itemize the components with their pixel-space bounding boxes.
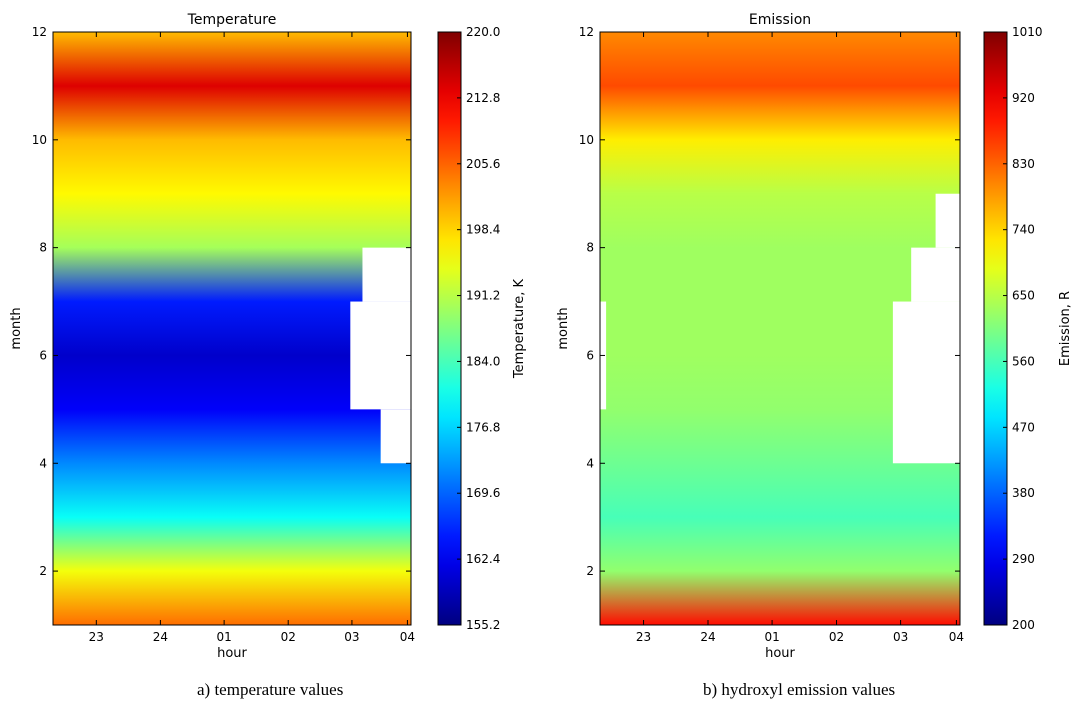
colorbar-tick-label: 212.8 [466, 91, 500, 105]
x-tick-label: 01 [764, 630, 779, 644]
chart-title: Emission [749, 12, 811, 28]
y-tick-label: 6 [39, 348, 47, 362]
y-axis-label: month [9, 307, 24, 349]
x-tick-label: 03 [344, 630, 359, 644]
caption-emission: b) hydroxyl emission values [703, 680, 896, 699]
colorbar-tick-label: 176.8 [466, 420, 500, 434]
missing-data-region [935, 193, 960, 248]
colorbar-tick-label: 200 [1012, 618, 1035, 632]
y-tick-label: 12 [579, 25, 594, 39]
y-tick-label: 2 [39, 564, 47, 578]
colorbar-tick-label: 290 [1012, 552, 1035, 566]
y-tick-label: 8 [586, 241, 594, 255]
x-tick-label: 01 [216, 630, 231, 644]
x-axis-label: hour [765, 646, 795, 661]
y-axis-label: month [556, 307, 571, 349]
colorbar-tick-label: 470 [1012, 420, 1035, 434]
y-tick-label: 4 [39, 456, 47, 470]
colorbar-label: Emission, R [1058, 291, 1073, 366]
colorbar-tick-label: 920 [1012, 91, 1035, 105]
colorbar-tick-label: 560 [1012, 354, 1035, 368]
y-tick-label: 6 [586, 348, 594, 362]
y-tick-label: 10 [579, 133, 594, 147]
y-tick-label: 12 [32, 25, 47, 39]
colorbar-tick-label: 191.2 [466, 289, 500, 303]
missing-data-region [892, 301, 960, 464]
colorbar-tick-label: 155.2 [466, 618, 500, 632]
missing-data-region [911, 247, 960, 302]
x-tick-label: 04 [400, 630, 415, 644]
plot-frame [52, 31, 412, 626]
colorbar [437, 31, 462, 626]
x-tick-label: 24 [700, 630, 715, 644]
colorbar-tick-label: 380 [1012, 486, 1035, 500]
missing-data-region [350, 301, 411, 410]
missing-data-region [380, 409, 411, 464]
caption-temperature: a) temperature values [197, 680, 344, 699]
missing-data-region [362, 247, 411, 302]
colorbar-tick-label: 220.0 [466, 25, 500, 39]
colorbar-tick-label: 169.6 [466, 486, 500, 500]
colorbar-tick-label: 740 [1012, 223, 1035, 237]
colorbar-tick-label: 650 [1012, 289, 1035, 303]
colorbar-tick-label: 184.0 [466, 354, 500, 368]
x-tick-label: 23 [636, 630, 651, 644]
colorbar [983, 31, 1008, 626]
x-tick-label: 04 [949, 630, 964, 644]
colorbar-tick-label: 162.4 [466, 552, 500, 566]
plot-frame [599, 31, 961, 626]
colorbar-label: Temperature, K [512, 278, 527, 379]
y-tick-label: 4 [586, 456, 594, 470]
x-tick-label: 02 [281, 630, 296, 644]
colorbar-tick-label: 1010 [1012, 25, 1043, 39]
y-tick-label: 10 [32, 133, 47, 147]
x-tick-label: 03 [893, 630, 908, 644]
x-tick-label: 02 [829, 630, 844, 644]
y-tick-label: 2 [586, 564, 594, 578]
x-axis-label: hour [217, 646, 247, 661]
x-tick-label: 24 [153, 630, 168, 644]
colorbar-tick-label: 830 [1012, 157, 1035, 171]
y-tick-label: 8 [39, 241, 47, 255]
x-tick-label: 23 [89, 630, 104, 644]
chart-title: Temperature [187, 12, 277, 28]
colorbar-tick-label: 198.4 [466, 223, 500, 237]
colorbar-tick-label: 205.6 [466, 157, 500, 171]
